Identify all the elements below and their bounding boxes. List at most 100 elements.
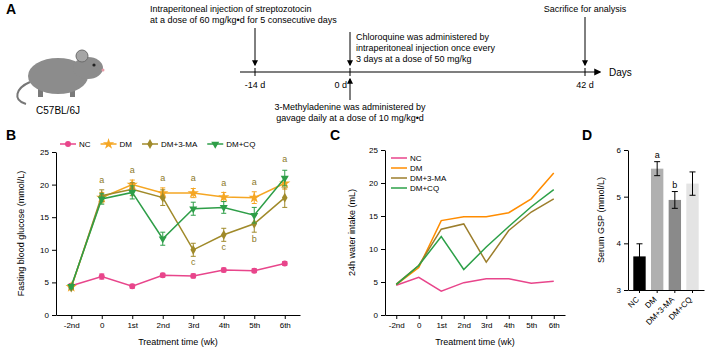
series-line bbox=[396, 277, 554, 291]
tick-mark bbox=[381, 150, 385, 151]
series-marker bbox=[190, 245, 196, 255]
tick: 5 bbox=[617, 193, 628, 202]
tick-mark bbox=[486, 315, 487, 319]
legend-marker bbox=[65, 141, 71, 147]
tick-mark bbox=[419, 315, 420, 319]
series-marker bbox=[218, 191, 229, 202]
tick-label: 5th bbox=[249, 321, 260, 330]
timeline-tick bbox=[255, 68, 256, 76]
legend: NCDMDM+3-MADM+CQ bbox=[391, 154, 447, 193]
series-marker bbox=[160, 272, 166, 278]
tick-mark bbox=[193, 315, 194, 319]
tick: 6th bbox=[549, 315, 560, 330]
tick-label: -2nd bbox=[389, 321, 405, 330]
series-marker bbox=[98, 197, 106, 204]
annotation: a bbox=[99, 175, 104, 185]
error-bar bbox=[636, 244, 642, 269]
timeline-tick-label: 0 d bbox=[334, 80, 347, 90]
event-arrow bbox=[585, 17, 586, 65]
annotation: a bbox=[160, 173, 165, 183]
series-line bbox=[396, 199, 554, 284]
tick-label: 4th bbox=[219, 321, 230, 330]
series-marker bbox=[282, 261, 288, 267]
tick: 4th bbox=[504, 315, 515, 330]
tick-label: 2nd bbox=[157, 321, 170, 330]
tick-label: 5 bbox=[45, 278, 50, 287]
tick: 5th bbox=[249, 315, 260, 330]
tick-mark bbox=[624, 290, 628, 291]
tick: 20 bbox=[369, 179, 385, 188]
tick: 10 bbox=[40, 246, 56, 255]
axis-line bbox=[628, 151, 629, 291]
tick-label: 5th bbox=[526, 321, 537, 330]
legend-swatch bbox=[391, 157, 407, 159]
bar bbox=[686, 184, 698, 290]
legend-entry: DM+3-MA bbox=[142, 139, 198, 149]
panel-d: DNCDMDM+3-MADM+CQ3456Serum GSP (mmol/L)a… bbox=[582, 127, 705, 327]
y-axis-title: Fasting blood glucose (mmol/L) bbox=[16, 171, 26, 297]
timeline-tick-label: 42 d bbox=[576, 80, 594, 90]
error-bar bbox=[690, 172, 696, 195]
tick-label: 15 bbox=[40, 213, 49, 222]
figure-root: AC57BL/6JDays-14 d0 d42 dIntraperitoneal… bbox=[0, 0, 712, 358]
tick: 1st bbox=[436, 315, 447, 330]
tick-mark bbox=[509, 315, 510, 319]
annotation: a bbox=[191, 173, 196, 183]
tick-label: 4 bbox=[617, 239, 622, 248]
event-arrow bbox=[255, 28, 256, 65]
series-marker bbox=[281, 176, 289, 183]
y-axis: 0510152025 bbox=[40, 148, 56, 320]
legend-label: DM+CQ bbox=[226, 140, 255, 149]
legend-label: DM bbox=[120, 140, 133, 149]
tick: 5 bbox=[45, 278, 56, 287]
panel-a: AC57BL/6JDays-14 d0 d42 dIntraperitoneal… bbox=[6, 1, 632, 123]
legend-swatch bbox=[391, 187, 407, 189]
error-bar bbox=[191, 243, 196, 256]
tick-label: 25 bbox=[369, 146, 378, 155]
legend-entry: DM bbox=[101, 138, 133, 149]
tick-mark bbox=[381, 183, 385, 184]
tick-label: 5 bbox=[617, 193, 622, 202]
error-bar bbox=[99, 274, 104, 279]
tick: 5th bbox=[526, 315, 537, 330]
tick-label: 0 bbox=[45, 311, 50, 320]
tick-mark bbox=[254, 315, 255, 319]
series-line bbox=[396, 173, 554, 285]
tick: 5 bbox=[374, 278, 385, 287]
y-axis-title: 24h water intake (mL) bbox=[347, 189, 357, 276]
bar bbox=[651, 169, 663, 290]
tick-label: 5 bbox=[374, 278, 379, 287]
tick: DM+CQ bbox=[667, 290, 694, 322]
tick: 1st bbox=[127, 315, 138, 330]
tick-label: 4th bbox=[504, 321, 515, 330]
tick: 20 bbox=[40, 181, 56, 190]
series-marker bbox=[128, 190, 136, 197]
tick: 3rd bbox=[481, 315, 493, 330]
panel-letter: D bbox=[582, 127, 592, 143]
timeline-tick bbox=[350, 68, 351, 76]
mouse-nose bbox=[102, 69, 105, 72]
series-marker bbox=[188, 187, 199, 198]
series-marker bbox=[220, 205, 228, 212]
panel-c: C-2nd01st2nd3rd4th5th6th0510152025Treatm… bbox=[330, 127, 566, 347]
legend-entry: DM+3-MA bbox=[391, 174, 447, 183]
error-bar bbox=[221, 228, 226, 241]
tick-label: 10 bbox=[40, 246, 49, 255]
legend-label: NC bbox=[410, 154, 422, 163]
legend: NCDMDM+3-MADM+CQ bbox=[60, 138, 255, 149]
error-bar bbox=[282, 188, 287, 208]
tick: -2nd bbox=[389, 315, 405, 330]
legend-label: DM+3-MA bbox=[410, 174, 447, 183]
tick-mark bbox=[396, 315, 397, 319]
tick: 15 bbox=[369, 212, 385, 221]
annotation: c bbox=[191, 257, 196, 267]
tick-mark bbox=[285, 315, 286, 319]
mouse-icon bbox=[17, 50, 104, 104]
tick-mark bbox=[441, 315, 442, 319]
tick: -2nd bbox=[64, 315, 80, 330]
panel-letter: C bbox=[330, 127, 340, 143]
series-line bbox=[71, 178, 285, 286]
tick-mark bbox=[52, 217, 56, 218]
tick-mark bbox=[639, 290, 640, 293]
tick-mark bbox=[52, 152, 56, 153]
